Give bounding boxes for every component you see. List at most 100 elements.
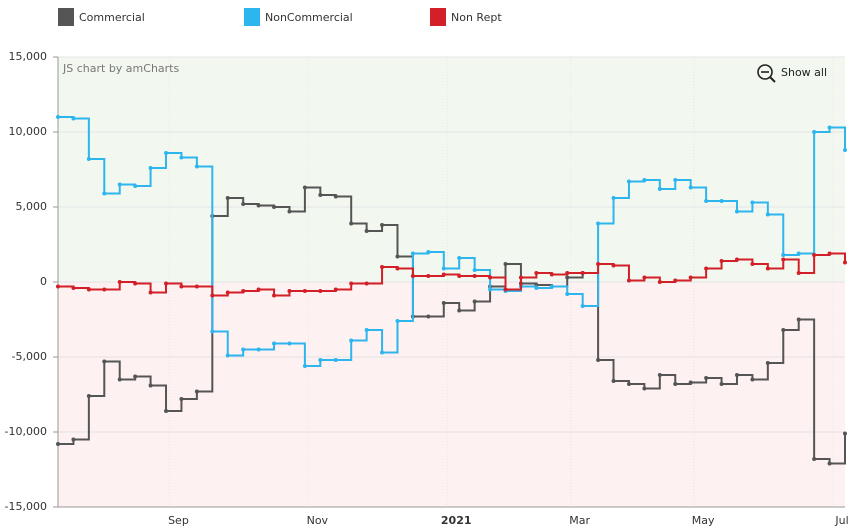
x-tick-label: Nov bbox=[307, 514, 329, 527]
point bbox=[580, 304, 585, 308]
point bbox=[765, 212, 770, 217]
y-tick-label: -10,000 bbox=[5, 425, 47, 438]
point bbox=[364, 281, 369, 286]
point bbox=[333, 194, 338, 199]
point bbox=[781, 257, 786, 262]
point bbox=[102, 287, 107, 292]
point bbox=[503, 287, 508, 292]
point bbox=[133, 374, 138, 379]
x-tick-label: 2021 bbox=[441, 514, 472, 527]
point bbox=[457, 274, 462, 278]
point bbox=[441, 266, 446, 271]
zoom-label[interactable]: Show all bbox=[781, 66, 827, 79]
point bbox=[287, 341, 292, 346]
point bbox=[287, 289, 292, 293]
point bbox=[812, 253, 817, 257]
point bbox=[164, 151, 169, 155]
point bbox=[302, 185, 307, 190]
point bbox=[488, 275, 493, 280]
point bbox=[843, 260, 847, 265]
point bbox=[781, 328, 786, 332]
point bbox=[812, 457, 817, 461]
point bbox=[148, 290, 153, 295]
point bbox=[272, 205, 277, 209]
point bbox=[225, 353, 230, 358]
point bbox=[642, 275, 647, 280]
point bbox=[210, 329, 215, 334]
point bbox=[102, 191, 107, 196]
legend-item[interactable]: Non Rept bbox=[430, 8, 502, 26]
x-tick-label: Jul bbox=[834, 514, 848, 527]
point bbox=[827, 251, 832, 256]
point bbox=[302, 364, 307, 368]
point bbox=[56, 284, 60, 289]
point bbox=[318, 193, 323, 197]
point bbox=[596, 262, 601, 266]
point bbox=[565, 271, 570, 275]
point bbox=[673, 382, 678, 386]
point bbox=[86, 394, 91, 398]
point bbox=[395, 319, 400, 323]
point bbox=[71, 437, 76, 442]
x-tick-label: Sep bbox=[168, 514, 189, 527]
legend-item[interactable]: Commercial bbox=[58, 8, 145, 26]
point bbox=[333, 287, 338, 292]
point bbox=[518, 275, 523, 280]
point bbox=[272, 341, 277, 346]
negative-zone bbox=[58, 282, 845, 507]
point bbox=[642, 178, 647, 182]
y-tick-label: 10,000 bbox=[9, 125, 48, 138]
point bbox=[164, 281, 169, 286]
legend-label[interactable]: NonCommercial bbox=[265, 11, 353, 24]
point bbox=[488, 287, 493, 292]
point bbox=[688, 275, 693, 280]
point bbox=[549, 272, 554, 277]
point bbox=[117, 280, 122, 284]
point bbox=[626, 278, 631, 283]
point bbox=[380, 350, 385, 355]
point bbox=[503, 262, 508, 266]
point bbox=[781, 253, 786, 257]
point bbox=[457, 256, 462, 260]
x-tick-label: May bbox=[692, 514, 715, 527]
legend-label[interactable]: Commercial bbox=[79, 11, 145, 24]
legend-label[interactable]: Non Rept bbox=[451, 11, 502, 24]
point bbox=[796, 317, 801, 322]
point bbox=[534, 271, 539, 275]
point bbox=[349, 281, 354, 286]
point bbox=[225, 290, 230, 295]
point bbox=[719, 382, 724, 386]
legend-item[interactable]: NonCommercial bbox=[244, 8, 353, 26]
point bbox=[827, 461, 832, 466]
point bbox=[688, 380, 693, 385]
point bbox=[704, 199, 709, 203]
point bbox=[426, 274, 431, 278]
point bbox=[827, 125, 832, 130]
point bbox=[272, 293, 277, 298]
y-tick-label: 15,000 bbox=[9, 50, 48, 63]
point bbox=[534, 286, 539, 290]
point bbox=[457, 308, 462, 313]
zoom-button[interactable]: Show all bbox=[757, 64, 827, 83]
point bbox=[549, 284, 554, 289]
positive-zone bbox=[58, 57, 845, 282]
point bbox=[750, 262, 755, 266]
point bbox=[688, 185, 693, 190]
point bbox=[626, 382, 631, 386]
point bbox=[796, 251, 801, 256]
point bbox=[750, 377, 755, 382]
point bbox=[179, 397, 184, 401]
point bbox=[734, 209, 739, 214]
point bbox=[765, 361, 770, 365]
point bbox=[472, 299, 477, 304]
point bbox=[673, 278, 678, 283]
credit: JS chart by amCharts bbox=[62, 62, 179, 75]
point bbox=[565, 275, 570, 280]
legend-swatch bbox=[58, 8, 74, 26]
zoom-icon bbox=[769, 76, 776, 83]
point bbox=[333, 358, 338, 362]
point bbox=[256, 347, 261, 352]
legend-swatch bbox=[430, 8, 446, 26]
point bbox=[148, 166, 153, 170]
